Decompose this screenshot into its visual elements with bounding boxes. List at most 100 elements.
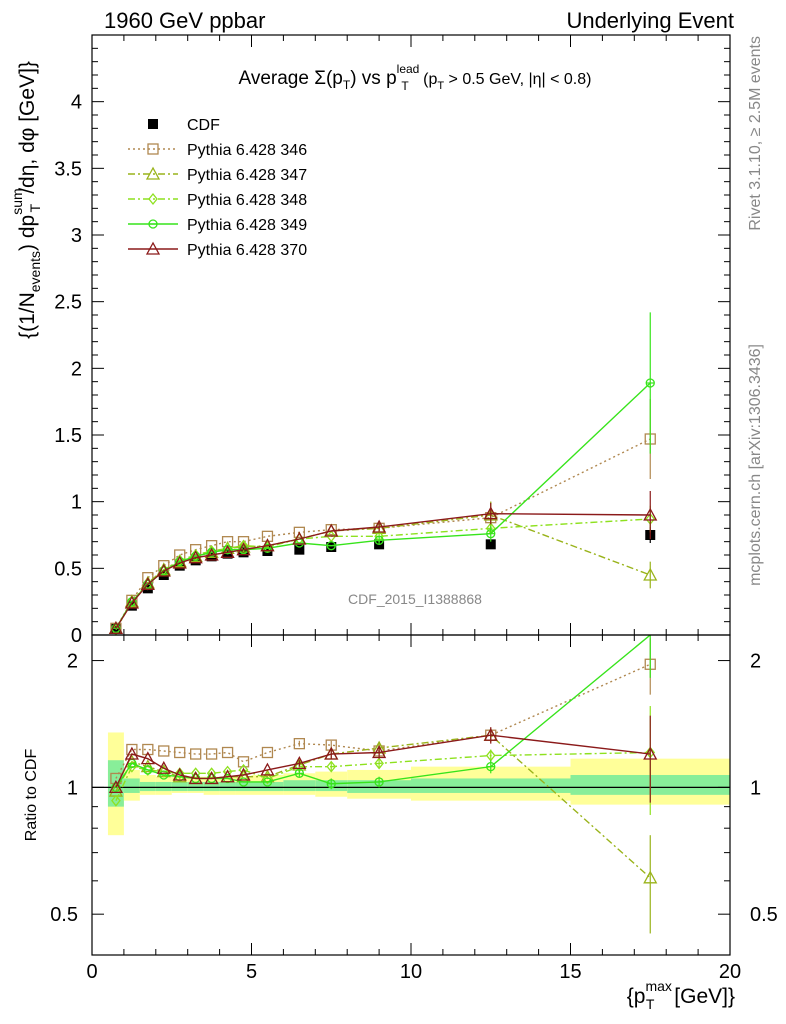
xlabel: {pmax T [GeV]} [627,978,735,1012]
data-point [326,542,337,552]
data-point [108,620,124,634]
main-ylabel: {(1/Nevents) dpsum T/dη, dφ [GeV]} [9,61,43,339]
data-point [124,595,139,609]
legend-label: Pythia 6.428 348 [187,192,307,209]
x-tick-label: 10 [400,961,422,983]
data-point [221,746,234,759]
data-point [372,519,387,533]
data-point [174,746,186,759]
ratio-band-inner [203,781,220,792]
analysis-watermark: CDF_2015_I1388868 [348,591,482,607]
legend-marker [148,119,158,129]
data-point [324,746,339,760]
y-tick-label: 1 [71,492,82,514]
data-point [204,771,219,785]
data-point [483,506,498,520]
legend-item-cdf: CDF [148,117,220,134]
ratio-band-inner [171,781,188,792]
mcplots-label: mcplots.cern.ch [arXiv:1306.3436] [747,344,764,586]
data-point [260,762,275,776]
legend-label: CDF [187,117,220,134]
series-p347 [108,501,658,634]
data-point [188,550,203,564]
data-point [262,772,273,785]
legend-label: Pythia 6.428 370 [187,242,307,259]
data-point [483,727,498,741]
data-point [142,743,154,756]
y-tick-label: 2 [71,358,82,380]
ratio-y-tick-label-right: 0.5 [750,904,778,926]
y-tick-label: 0 [71,625,82,647]
series-line-p346 [115,663,651,779]
data-point [205,540,218,552]
data-point [140,751,155,765]
data-point [643,870,658,884]
y-tick-label: 0.5 [54,558,82,580]
data-point [260,538,275,552]
series-p370 [108,715,658,803]
y-tick-label: 3 [71,225,82,247]
ratio-y-tick-label: 0.5 [50,904,78,926]
ratio-y-tick-label: 2 [67,651,78,673]
ratio-band-inner [283,780,316,792]
data-point [158,745,170,757]
data-point [294,544,305,555]
data-point [292,756,307,770]
legend: CDF Pythia 6.428 346 Pythia 6.428 347 Pythi… [128,117,307,259]
data-point [293,526,306,538]
series-p348 [111,505,656,636]
data-point [190,748,202,760]
ratio-band-inner [155,781,172,792]
ratio-band-inner [411,778,571,793]
data-point [236,542,251,556]
data-point [111,794,121,807]
y-tick-label: 2.5 [54,292,82,314]
legend-marker [147,143,159,155]
data-point [204,547,219,561]
x-tick-label: 20 [719,961,741,983]
legend-label: Pythia 6.428 346 [187,142,307,159]
data-point [124,746,139,760]
ratio-ylabel: Ratio to CDF [23,749,40,842]
data-point [236,767,251,781]
legend-label: Pythia 6.428 349 [187,217,307,234]
legend-marker [148,192,158,206]
data-point [220,769,235,783]
data-point [643,567,658,581]
y-tick-label: 4 [71,92,82,114]
data-point [156,760,171,774]
data-point [292,531,307,545]
legend-item-p349: Pythia 6.428 349 [128,217,307,234]
y-tick-label: 3.5 [54,158,82,180]
data-point [261,746,274,759]
ratio-plot-layer [92,634,730,934]
data-point [188,771,203,785]
data-point [238,539,249,552]
data-point [172,767,187,781]
axes-layer: 0 5 10 15 20 0 0.5 1 1.5 2 2.5 3 3.5 4 0.5 0.5 1 1 2 2 [50,34,778,983]
x-tick-label: 15 [559,961,581,983]
ratio-y-tick-label: 1 [67,777,78,799]
x-tick-label: 5 [246,961,257,983]
ratio-y-tick-label-right: 2 [750,651,761,673]
ratio-band-inner [123,778,140,793]
data-point [643,507,658,521]
main-plot-layer [108,312,658,636]
series-line-p349 [115,634,651,788]
header-left: 1960 GeV ppbar [104,8,265,33]
data-point [220,544,235,558]
ratio-band-inner [187,781,204,792]
legend-marker [145,241,161,255]
data-point [108,780,124,794]
ratio-band-inner [139,781,156,792]
series-cdf [110,527,656,634]
series-p349 [111,312,655,633]
y-tick-label: 1.5 [54,425,82,447]
series-line-p348 [115,751,651,801]
data-point [237,756,250,768]
data-point [485,539,496,550]
data-point [374,757,384,770]
x-tick-label: 0 [86,961,97,983]
data-point [172,555,187,569]
